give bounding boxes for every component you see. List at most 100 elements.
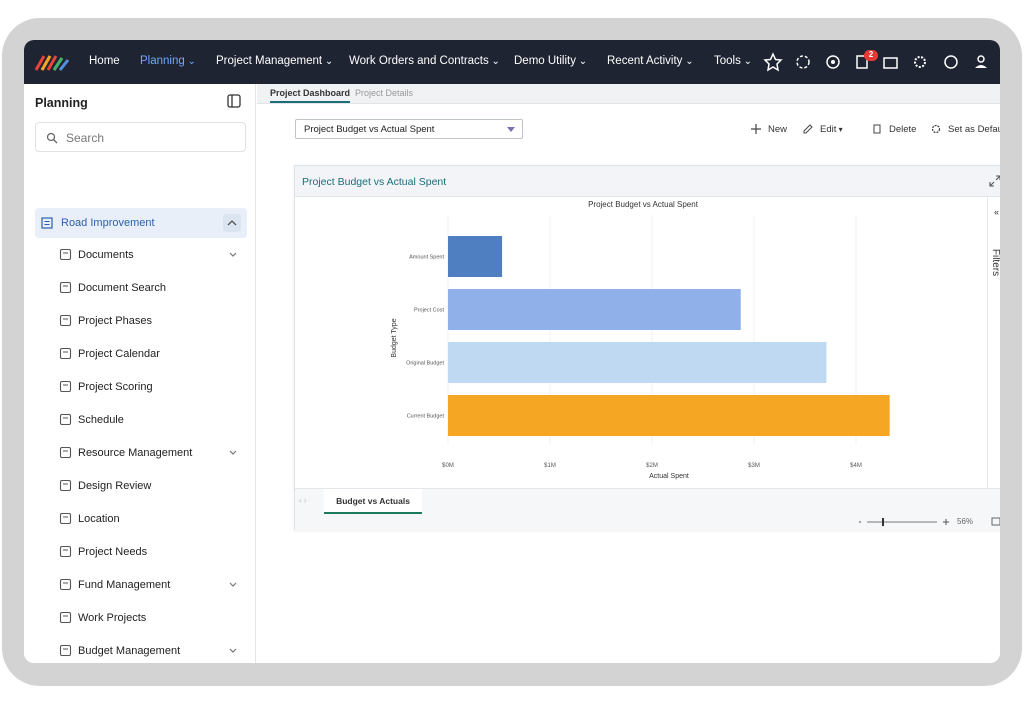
- app-screen: Home Planning ⌄ Project Management ⌄ Work O…: [24, 40, 1000, 663]
- sidebar-item[interactable]: Project Scoring: [78, 381, 153, 393]
- dropdown-label: Project Budget vs Actual Spent: [304, 124, 435, 135]
- y-axis-title: Budget Type: [391, 318, 398, 357]
- main-content: Project Dashboard Project Details Projec…: [257, 84, 1000, 663]
- section-row[interactable]: Road Improvement: [35, 208, 247, 238]
- zoom-slider[interactable]: [857, 517, 952, 527]
- sidebar-item[interactable]: Fund Management: [78, 579, 171, 591]
- item-icon: [59, 611, 72, 624]
- chart-panel: Project Budget vs Actual Spent Project B…: [294, 165, 1000, 530]
- sidebar-item[interactable]: Project Phases: [78, 315, 152, 327]
- action-icon: [873, 124, 881, 134]
- sidebar-item[interactable]: Project Needs: [78, 546, 148, 558]
- action-button[interactable]: Delete: [889, 124, 917, 135]
- sidebar-title: Planning: [35, 96, 88, 110]
- chart-title: Project Budget vs Actual Spent: [588, 200, 699, 209]
- item-icon: [59, 578, 72, 591]
- x-tick-label: $2M: [646, 463, 658, 469]
- tab[interactable]: Project Details: [355, 88, 414, 98]
- y-tick-label: Project Cost: [414, 308, 444, 314]
- nav-item[interactable]: Home: [89, 55, 120, 67]
- action-icon: [803, 124, 813, 134]
- zoom-level: 56%: [957, 517, 974, 526]
- sidebar-item[interactable]: Work Projects: [78, 612, 147, 624]
- settings-icon[interactable]: [914, 56, 926, 68]
- expand-button[interactable]: [989, 175, 1000, 187]
- sidebar-item[interactable]: Documents: [78, 249, 134, 261]
- sidebar-item[interactable]: Document Search: [78, 282, 167, 294]
- y-tick-label: Current Budget: [407, 414, 445, 420]
- item-icon: [59, 248, 72, 261]
- bar: [448, 236, 503, 277]
- expand-chevron[interactable]: [228, 646, 238, 656]
- status-bar: 56%: [295, 514, 1000, 530]
- action-icon: [931, 124, 941, 134]
- nav-icons: [763, 50, 987, 72]
- sidebar: Planning Search Road Improvement Documen…: [24, 84, 256, 663]
- action-button[interactable]: Set as Default: [948, 124, 1000, 135]
- x-tick-label: $1M: [544, 463, 556, 469]
- item-icon: [59, 545, 72, 558]
- item-icon: [59, 413, 72, 426]
- tab-active[interactable]: Project Dashboard: [270, 88, 351, 103]
- y-tick-label: Original Budget: [406, 361, 444, 367]
- panel-title: Project Budget vs Actual Spent: [302, 176, 447, 188]
- badge-count: 2: [868, 50, 874, 59]
- bar: [448, 342, 827, 383]
- sync-icon[interactable]: [796, 55, 810, 69]
- top-nav: Home Planning ⌄ Project Management ⌄ Work O…: [24, 40, 1000, 84]
- briefcase-icon[interactable]: [883, 57, 898, 69]
- favorites-icon[interactable]: [763, 52, 783, 72]
- nav-item[interactable]: Project Management ⌄: [216, 55, 334, 67]
- y-tick-label: Amount Spent: [409, 255, 444, 261]
- nav-item[interactable]: Recent Activity ⌄: [607, 55, 694, 67]
- help-icon[interactable]: [944, 55, 958, 69]
- view-dropdown[interactable]: Project Budget vs Actual Spent: [295, 119, 523, 139]
- nav-item[interactable]: Work Orders and Contracts ⌄: [349, 55, 500, 67]
- item-icon: [59, 644, 72, 657]
- reports-icon[interactable]: [856, 55, 868, 69]
- activity-icon[interactable]: [826, 55, 840, 69]
- x-tick-label: $0M: [442, 463, 454, 469]
- sheet-tabs: ‹ › Budget vs Actuals: [295, 488, 1000, 514]
- nav-item[interactable]: Tools ⌄: [714, 55, 753, 67]
- item-icon: [59, 479, 72, 492]
- item-icon: [59, 446, 72, 459]
- bar: [448, 289, 741, 330]
- chart: Project Budget vs Actual Spent $0M $1M $2M $…: [391, 200, 890, 480]
- expand-chevron[interactable]: [228, 580, 238, 590]
- x-axis-title: Actual Spent: [649, 473, 689, 480]
- action-button[interactable]: New: [768, 124, 788, 135]
- sidebar-item[interactable]: Design Review: [78, 480, 152, 492]
- nav-item[interactable]: Planning ⌄: [140, 55, 196, 67]
- nav-item[interactable]: Demo Utility ⌄: [514, 55, 588, 67]
- x-tick-label: $4M: [850, 463, 862, 469]
- item-icon: [59, 380, 72, 393]
- bar: [448, 395, 890, 436]
- section-label: Road Improvement: [61, 217, 155, 229]
- action-icon: [751, 124, 761, 134]
- x-tick-label: $3M: [748, 463, 760, 469]
- sidebar-item[interactable]: Resource Management: [78, 447, 193, 459]
- user-icon[interactable]: [977, 55, 985, 63]
- action-button[interactable]: Edit ▾: [820, 124, 843, 135]
- sidebar-item[interactable]: Budget Management: [78, 645, 181, 657]
- sidebar-item[interactable]: Location: [78, 513, 120, 525]
- item-icon: [59, 314, 72, 327]
- tab-bar: Project Dashboard Project Details: [257, 84, 1000, 104]
- filters-strip[interactable]: « Filters: [987, 197, 1000, 488]
- sheet-tab[interactable]: Budget vs Actuals: [324, 489, 422, 514]
- filters-label: Filters: [990, 248, 1000, 277]
- item-icon: [59, 347, 72, 360]
- sidebar-item[interactable]: Schedule: [78, 414, 124, 426]
- logo[interactable]: [34, 52, 74, 72]
- expand-chevron[interactable]: [228, 250, 238, 260]
- badge: [864, 50, 878, 61]
- search-box[interactable]: Search: [35, 122, 246, 152]
- search-placeholder: Search: [66, 131, 105, 145]
- sidebar-item[interactable]: Project Calendar: [78, 348, 160, 360]
- collapse-button[interactable]: [227, 94, 241, 108]
- item-icon: [59, 281, 72, 294]
- item-icon: [59, 512, 72, 525]
- expand-chevron[interactable]: [228, 448, 238, 458]
